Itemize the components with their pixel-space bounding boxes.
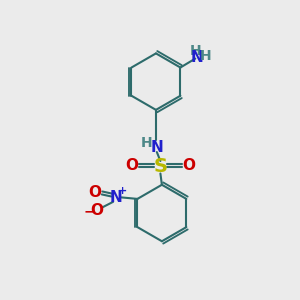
Text: N: N xyxy=(151,140,163,154)
Text: H: H xyxy=(189,44,201,58)
Text: −: − xyxy=(83,204,95,218)
Text: O: O xyxy=(182,158,195,173)
Text: O: O xyxy=(90,203,103,218)
Text: O: O xyxy=(126,158,139,173)
Text: O: O xyxy=(88,185,101,200)
Text: H: H xyxy=(141,136,152,151)
Text: N: N xyxy=(110,190,122,205)
Text: S: S xyxy=(153,158,167,176)
Text: +: + xyxy=(118,187,127,196)
Text: N: N xyxy=(191,50,204,64)
Text: H: H xyxy=(199,49,211,63)
